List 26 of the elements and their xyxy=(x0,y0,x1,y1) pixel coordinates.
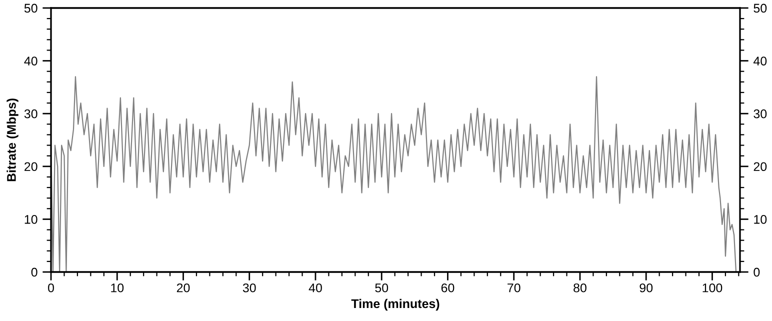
x-tick-label: 60 xyxy=(441,283,454,292)
line-series xyxy=(51,76,737,272)
y2-tick-label: 50 xyxy=(754,4,767,13)
y-tick-label: 10 xyxy=(24,215,38,224)
x-tick-label: 40 xyxy=(308,283,322,292)
y2-tick-label: 10 xyxy=(754,215,767,224)
x-tick-label: 10 xyxy=(111,283,124,292)
x-tick-label: 90 xyxy=(640,283,653,292)
x-tick-label: 80 xyxy=(574,283,586,292)
x-tick-label: 30 xyxy=(242,283,256,292)
y2-tick-label: 20 xyxy=(754,162,767,172)
x-tick-label: 20 xyxy=(176,283,190,292)
y-tick-label: 20 xyxy=(24,162,38,172)
x-tick-label: 100 xyxy=(702,283,722,292)
y-axis-title: Bitrate (Mbps) xyxy=(6,98,18,182)
x-tick-label: 50 xyxy=(375,283,388,292)
y2-tick-label: 40 xyxy=(753,56,767,66)
y-tick-label: 50 xyxy=(24,4,38,13)
y-tick-label: 40 xyxy=(24,56,38,66)
y-tick-label: 30 xyxy=(24,109,38,118)
x-tick-label: 0 xyxy=(48,283,54,292)
y2-tick-label: 30 xyxy=(754,109,767,118)
y-tick-label: 0 xyxy=(31,268,38,277)
x-tick-label: 70 xyxy=(508,283,520,292)
y2-tick-label: 0 xyxy=(754,268,760,277)
x-axis-title: Time (minutes) xyxy=(351,298,440,311)
